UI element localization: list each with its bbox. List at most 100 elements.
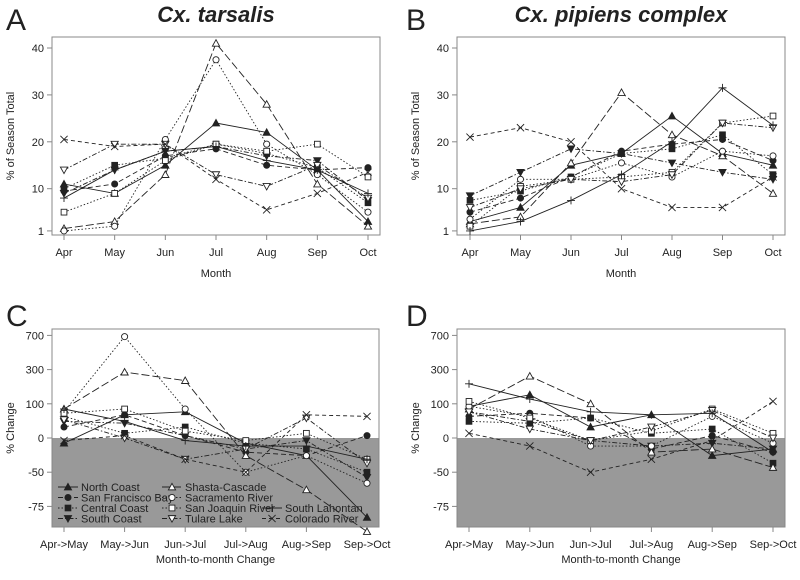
data-point — [768, 462, 778, 471]
y-tick-label: 700 — [431, 330, 449, 342]
legend-item: Colorado River — [262, 514, 359, 526]
y-tick-label: -50 — [433, 467, 449, 479]
data-point — [769, 112, 777, 120]
data-point — [617, 184, 626, 193]
data-point — [647, 423, 656, 432]
series-colorado-river — [60, 135, 372, 214]
x-tick-label: Apr->May — [40, 539, 88, 551]
data-point — [160, 160, 170, 169]
x-tick-label: May->Jun — [100, 539, 149, 551]
x-tick-label: Jun — [156, 247, 174, 259]
data-point — [302, 437, 311, 446]
panel-title: Cx. pipiens complex — [515, 2, 728, 27]
data-point — [647, 442, 655, 450]
data-point — [161, 147, 170, 156]
x-tick-label: May->Jun — [505, 539, 554, 551]
data-point — [302, 442, 311, 450]
legend-item: Tulare Lake — [162, 514, 243, 526]
data-point — [60, 227, 68, 235]
series-south-lahontan — [60, 405, 371, 464]
data-point — [313, 189, 322, 198]
data-point — [362, 512, 372, 521]
legend-item: San Francisco Bay — [58, 493, 174, 505]
data-point — [111, 222, 119, 230]
data-point — [516, 123, 525, 132]
data-point — [211, 171, 221, 180]
data-point — [465, 429, 473, 438]
data-point — [212, 175, 220, 184]
legend-label: Central Coast — [81, 503, 148, 515]
data-point — [769, 397, 777, 406]
data-point — [667, 130, 677, 139]
data-point — [647, 455, 656, 464]
data-point — [364, 164, 372, 172]
x-tick-label: Sep — [713, 247, 733, 259]
data-point — [525, 395, 534, 404]
data-point — [60, 405, 68, 413]
panel-label: A — [6, 4, 26, 37]
data-point — [464, 408, 474, 417]
legend-label: Sacramento River — [185, 493, 273, 505]
x-tick-label: Sep->Oct — [344, 539, 391, 551]
data-point — [241, 442, 250, 450]
data-point — [769, 121, 777, 130]
data-point — [211, 118, 221, 127]
x-tick-label: Oct — [764, 247, 781, 259]
y-tick-label: 0 — [443, 433, 449, 445]
data-point — [708, 432, 716, 440]
data-point — [718, 203, 727, 212]
x-tick-label: Jul — [614, 247, 628, 259]
series-line — [63, 415, 368, 473]
data-point — [241, 451, 251, 459]
y-tick-label: 40 — [32, 43, 44, 55]
data-point — [363, 455, 371, 464]
y-tick-label: 10 — [32, 184, 44, 196]
data-point — [212, 142, 220, 151]
legend-label: Tulare Lake — [185, 514, 243, 526]
x-tick-label: Apr->May — [445, 539, 493, 551]
y-tick-label: -75 — [433, 501, 449, 513]
legend-label: South Lahontan — [285, 503, 363, 515]
plot-frame — [51, 36, 381, 236]
data-point — [617, 159, 626, 167]
data-point — [668, 137, 676, 146]
x-tick-label: Oct — [359, 247, 376, 259]
x-tick-label: Apr — [461, 247, 478, 259]
x-axis-label: Month-to-month Change — [156, 554, 275, 566]
legend-item: South Coast — [58, 514, 142, 526]
x-tick-label: May — [510, 247, 531, 259]
data-point — [263, 140, 271, 148]
data-point — [160, 170, 170, 178]
panel-A: A Cx. tarsalis 1 10 20 30 40 Apr May Jun Jul Aug Sep… — [5, 2, 381, 280]
data-point — [647, 410, 656, 419]
legend-item: Shasta-Cascade — [162, 482, 266, 494]
plot-frame — [456, 36, 786, 236]
legend-marker — [268, 504, 276, 512]
data-point — [363, 221, 373, 230]
x-tick-label: Sep->Oct — [750, 539, 797, 551]
x-axis-label: Month — [606, 268, 637, 280]
data-point — [161, 140, 170, 149]
data-point — [262, 127, 272, 136]
data-point — [667, 111, 677, 120]
legend-label: Colorado River — [285, 514, 359, 526]
legend-marker — [168, 493, 176, 502]
y-tick-label: -75 — [28, 501, 44, 513]
legend-marker — [268, 514, 276, 523]
data-point — [302, 410, 311, 419]
plot-frame — [51, 328, 380, 528]
legend-item: South Lahontan — [262, 503, 363, 515]
legend-label: North Coast — [81, 482, 140, 494]
data-point — [59, 190, 69, 198]
panel-B: B Cx. pipiens complex 1 10 20 30 40 Apr May Jun Ju… — [406, 2, 786, 280]
data-point — [312, 161, 322, 170]
x-tick-label: Apr — [55, 247, 72, 259]
data-point — [120, 417, 129, 426]
data-point — [60, 208, 68, 216]
data-point — [302, 414, 311, 423]
x-tick-label: Jun->Jul — [164, 539, 206, 551]
data-point — [718, 147, 727, 155]
series-shasta-cascade — [59, 38, 373, 232]
data-point — [466, 133, 474, 142]
